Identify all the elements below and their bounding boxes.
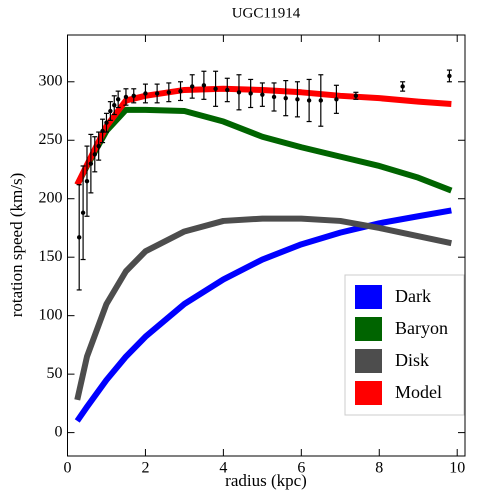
legend-swatch [355, 317, 382, 341]
data-point [271, 94, 277, 100]
data-point [76, 235, 82, 240]
data-point [100, 128, 105, 134]
series-line [74, 106, 453, 194]
series-line [74, 215, 452, 401]
data-point [131, 93, 136, 99]
y-tick-label: 150 [39, 248, 63, 265]
data-point [295, 97, 300, 102]
data-point [353, 93, 359, 99]
data-point [108, 108, 113, 114]
legend-label: Disk [395, 350, 429, 370]
data-point [92, 152, 97, 157]
plot-frame [67, 34, 466, 457]
legend-swatch [355, 349, 382, 373]
data-point [318, 98, 324, 103]
data-point [84, 178, 90, 184]
x-tick-label: 4 [219, 460, 227, 477]
y-tick-label: 300 [39, 72, 63, 89]
data-point [112, 102, 117, 108]
legend-label: Model [395, 382, 442, 402]
data-point [178, 88, 183, 94]
data-point [104, 120, 109, 125]
data-point [80, 210, 86, 215]
chart-title: UGC11914 [232, 5, 301, 21]
y-axis-label: rotation speed (km/s) [7, 173, 26, 317]
legend-label: Baryon [395, 318, 448, 338]
data-point [88, 161, 94, 166]
data-point [447, 73, 452, 79]
data-point [143, 91, 148, 96]
data-point [260, 92, 265, 97]
y-tick-label: 50 [47, 365, 63, 382]
x-tick-label: 2 [141, 460, 149, 477]
legend-label: Dark [395, 286, 431, 306]
y-tick-label: 250 [39, 131, 63, 148]
data-point [306, 98, 312, 103]
x-tick-label: 6 [297, 460, 305, 477]
data-point [400, 84, 405, 89]
data-point [123, 94, 129, 100]
data-point [96, 143, 101, 149]
x-tick-label: 0 [64, 460, 72, 477]
x-tick-label: 10 [449, 460, 465, 477]
data-point [154, 91, 160, 96]
data-point [225, 87, 230, 93]
legend-swatch [355, 381, 382, 405]
series-line [74, 207, 452, 423]
y-tick-label: 200 [39, 189, 63, 206]
data-point [236, 90, 242, 95]
data-point [213, 86, 218, 91]
data-point [115, 97, 121, 102]
y-tick-label: 0 [55, 423, 63, 440]
data-point [334, 97, 339, 102]
data-point [201, 83, 207, 88]
legend-swatch [355, 285, 382, 309]
y-tick-label: 100 [39, 306, 63, 323]
x-axis-label: radius (kpc) [225, 471, 307, 490]
data-point [248, 91, 253, 96]
data-point [190, 84, 195, 89]
x-tick-label: 8 [375, 460, 383, 477]
data-point [166, 90, 172, 95]
data-point [283, 95, 288, 101]
